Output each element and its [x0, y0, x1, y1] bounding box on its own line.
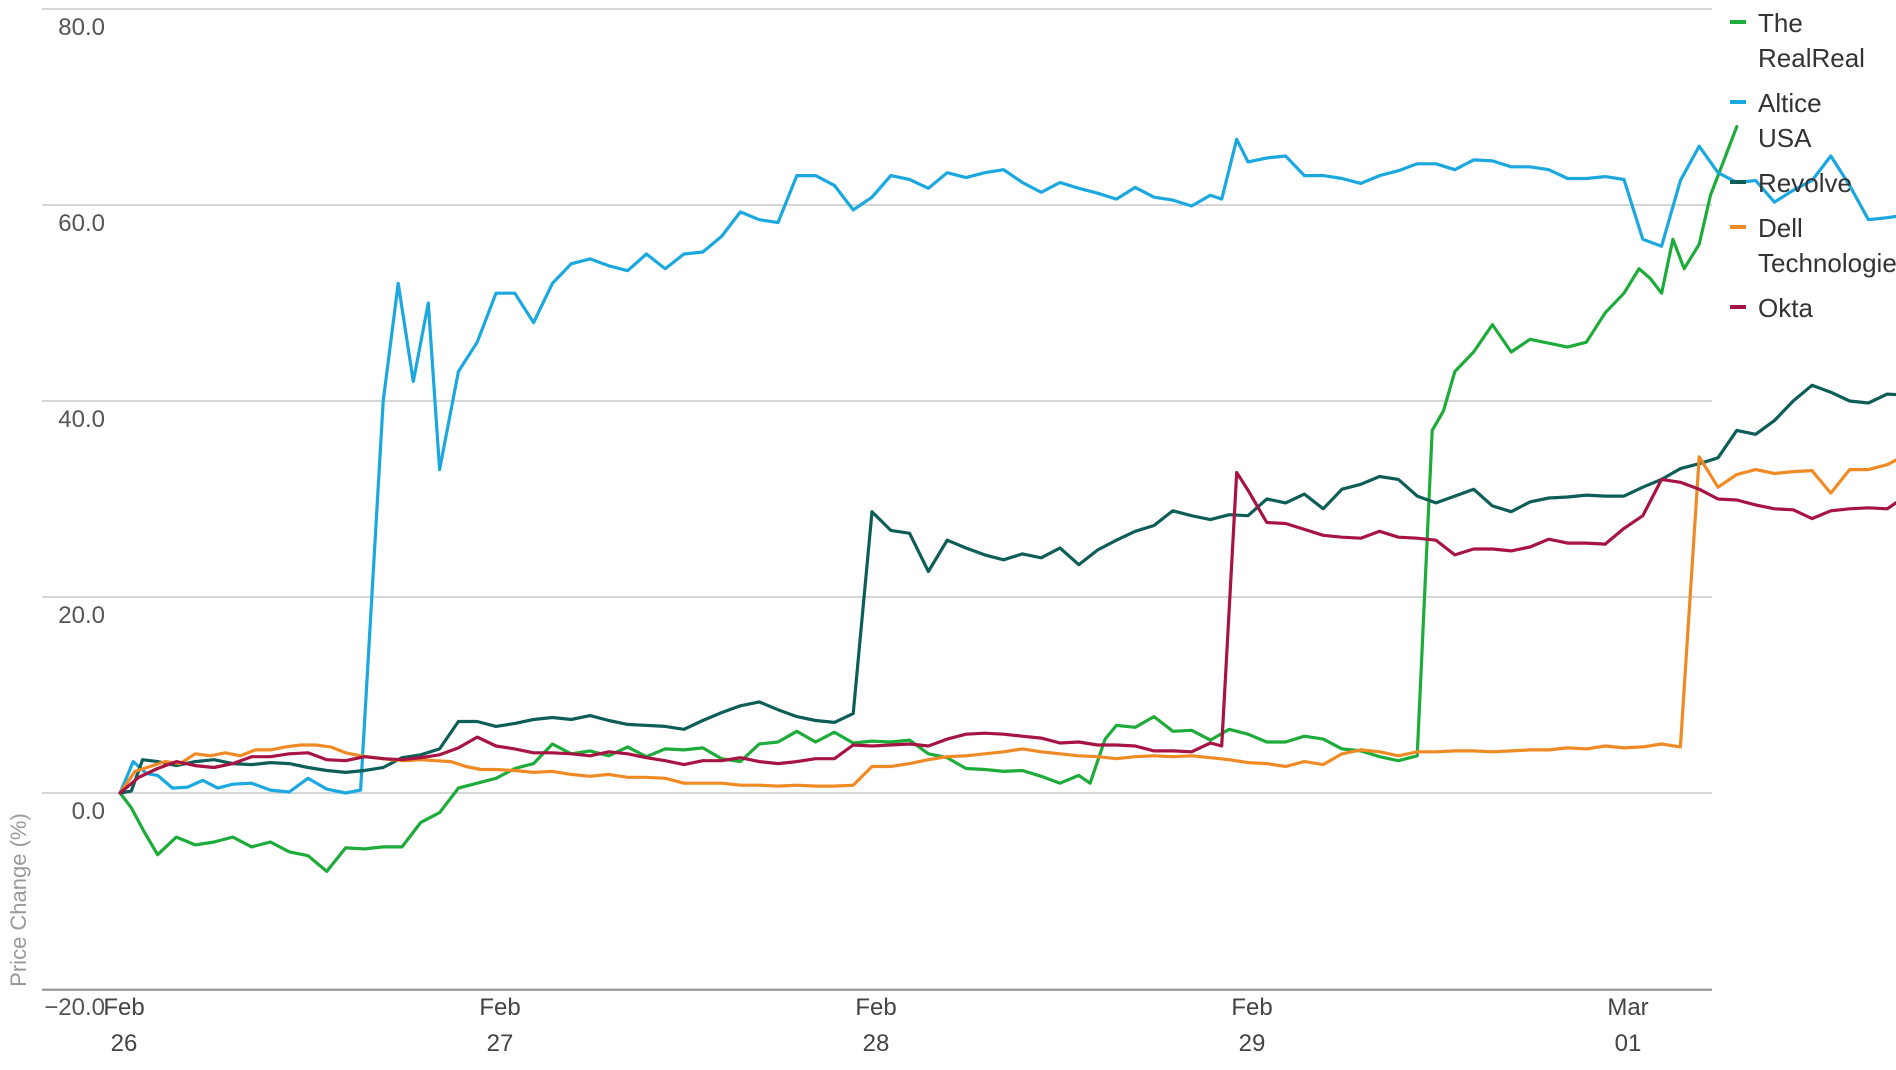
- legend-label-line: Altice: [1758, 88, 1822, 118]
- x-tick-label: Feb 27: [479, 994, 520, 1057]
- legend-label-line: Okta: [1758, 293, 1813, 323]
- y-tick-label: 40.0: [58, 406, 105, 433]
- legend-swatch: [1730, 305, 1746, 309]
- x-tick-label: Feb 29: [1231, 994, 1272, 1057]
- y-axis-label: Price Change (%): [6, 813, 31, 987]
- series-line-revolve: [118, 383, 1896, 795]
- legend-label-line: Revolve: [1758, 168, 1852, 198]
- legend-label-line: Technologies: [1758, 248, 1896, 278]
- legend-swatch: [1730, 180, 1746, 184]
- legend-label: The RealReal: [1758, 6, 1896, 76]
- series-line-the-realreal: [118, 124, 1739, 874]
- x-tick-label: Feb 28: [855, 994, 896, 1057]
- legend-label-line: The: [1758, 8, 1803, 38]
- legend-label-line: RealReal: [1758, 43, 1865, 73]
- legend-swatch: [1730, 225, 1746, 229]
- legend-label: Dell Technologies: [1758, 211, 1896, 281]
- y-tick-label: 0.0: [72, 798, 105, 825]
- legend-label: Revolve: [1758, 166, 1896, 201]
- x-axis-tick-labels: Feb 26 Feb 27 Feb 28 Feb 29 Mar 01: [103, 994, 1648, 1057]
- y-tick-label: 80.0: [58, 14, 105, 41]
- legend-item-okta: Okta: [1730, 291, 1896, 326]
- x-tick-label: Feb 26: [103, 994, 144, 1057]
- gridlines: [42, 8, 1712, 991]
- y-tick-label: 20.0: [58, 602, 105, 629]
- legend-label-line: USA: [1758, 123, 1812, 153]
- y-axis-tick-labels: −20.0 0.0 20.0 40.0 60.0 80.0: [44, 14, 105, 1021]
- series-lines: [118, 124, 1896, 874]
- legend-item-the-realreal: The RealReal: [1730, 6, 1896, 76]
- x-tick-label: Mar 01: [1607, 994, 1648, 1057]
- y-tick-label: 60.0: [58, 210, 105, 237]
- series-line-okta: [118, 470, 1896, 795]
- y-tick-label: −20.0: [44, 994, 105, 1021]
- legend-item-dell-technologies: Dell Technologies: [1730, 211, 1896, 281]
- series-line-altice-usa: [118, 137, 1896, 795]
- legend-item-altice-usa: Altice USA: [1730, 86, 1896, 156]
- legend-label: Altice USA: [1758, 86, 1896, 156]
- series-line-dell-technologies: [118, 455, 1896, 795]
- legend-swatch: [1730, 20, 1746, 24]
- legend-swatch: [1730, 100, 1746, 104]
- legend-label-line: Dell: [1758, 213, 1803, 243]
- legend-item-revolve: Revolve: [1730, 166, 1896, 201]
- legend-label: Okta: [1758, 291, 1896, 326]
